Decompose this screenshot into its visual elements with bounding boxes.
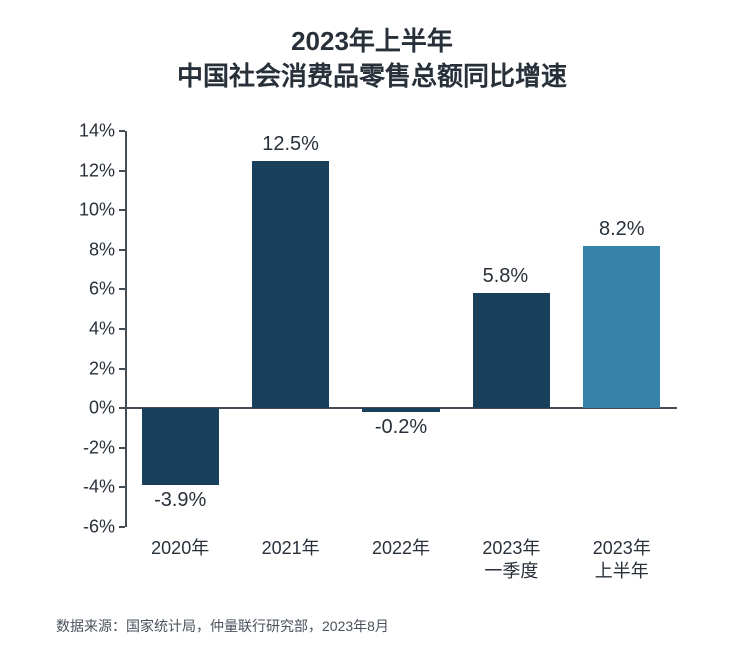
y-tick-label: -4%: [83, 477, 125, 498]
y-tick-label: -2%: [83, 437, 125, 458]
category-label: 2021年: [262, 537, 320, 560]
bar-value-label: -3.9%: [154, 489, 206, 512]
bar: [583, 246, 660, 408]
category-label: 2022年: [372, 537, 430, 560]
bar-value-label: -0.2%: [375, 416, 427, 439]
chart-container: 2023年上半年 中国社会消费品零售总额同比增速 -6%-4%-2%0%2%4%…: [0, 0, 744, 665]
bar: [362, 408, 439, 412]
y-tick-label: -6%: [83, 517, 125, 538]
y-tick-label: 10%: [79, 200, 125, 221]
category-label: 2023年 上半年: [593, 537, 651, 582]
bar: [142, 408, 219, 485]
y-tick-label: 4%: [89, 319, 125, 340]
bar-value-label: 12.5%: [262, 133, 319, 156]
bar: [473, 293, 550, 408]
chart-title: 2023年上半年 中国社会消费品零售总额同比增速: [0, 24, 744, 94]
y-tick-label: 8%: [89, 239, 125, 260]
bar-value-label: 5.8%: [483, 265, 529, 288]
category-label: 2020年: [151, 537, 209, 560]
bar-value-label: 8.2%: [599, 218, 645, 241]
category-label: 2023年 一季度: [482, 537, 540, 582]
y-axis-line: [125, 131, 127, 527]
y-tick-label: 6%: [89, 279, 125, 300]
chart-title-line-2: 中国社会消费品零售总额同比增速: [0, 59, 744, 94]
source-note: 数据来源：国家统计局，仲量联行研究部，2023年8月: [56, 616, 389, 636]
y-tick-label: 2%: [89, 358, 125, 379]
y-tick-label: 14%: [79, 121, 125, 142]
chart-title-line-1: 2023年上半年: [0, 24, 744, 59]
y-tick-label: 12%: [79, 160, 125, 181]
bar: [252, 161, 329, 409]
y-tick-label: 0%: [89, 398, 125, 419]
plot-area: -6%-4%-2%0%2%4%6%8%10%12%14%-3.9%2020年12…: [125, 131, 677, 527]
